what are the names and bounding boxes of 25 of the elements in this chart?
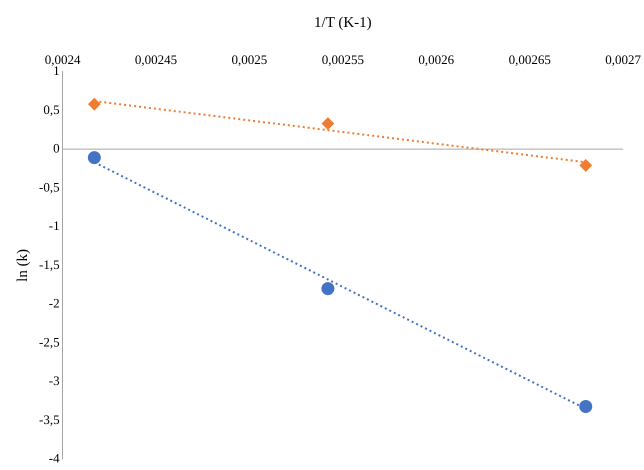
y-tick-label: -2 xyxy=(48,296,60,311)
x-tick-label: 0,00245 xyxy=(134,52,178,68)
point xyxy=(321,282,334,296)
x-tick-label: 0,00255 xyxy=(322,52,364,68)
x-tick-label: 0,0027 xyxy=(605,52,642,68)
y-tick-label: -0,5 xyxy=(38,179,60,194)
y-axis-title: ln (k) xyxy=(14,248,31,282)
x-tick-label: 0,0024 xyxy=(44,52,81,68)
y-tick-label: -3 xyxy=(48,373,60,388)
y-tick-label: -1 xyxy=(48,218,60,234)
y-tick-label: 0,5 xyxy=(43,102,60,117)
y-tick-label: -1,5 xyxy=(38,256,60,272)
point xyxy=(88,98,100,110)
x-tick-label: 0,0025 xyxy=(232,52,268,68)
y-tick-label: -4 xyxy=(48,450,60,466)
point xyxy=(579,400,592,413)
y-tick-label: -2,5 xyxy=(38,334,60,350)
point xyxy=(322,118,334,130)
x-tick-label: 0,0026 xyxy=(418,52,455,68)
x-axis-title: 1/T (K-1) xyxy=(314,14,372,31)
x-tick-label: 0,00265 xyxy=(508,52,551,68)
point xyxy=(580,159,592,172)
y-tick-label: 0 xyxy=(53,140,60,156)
y-tick-label: -3,5 xyxy=(38,412,60,427)
point xyxy=(88,151,101,164)
